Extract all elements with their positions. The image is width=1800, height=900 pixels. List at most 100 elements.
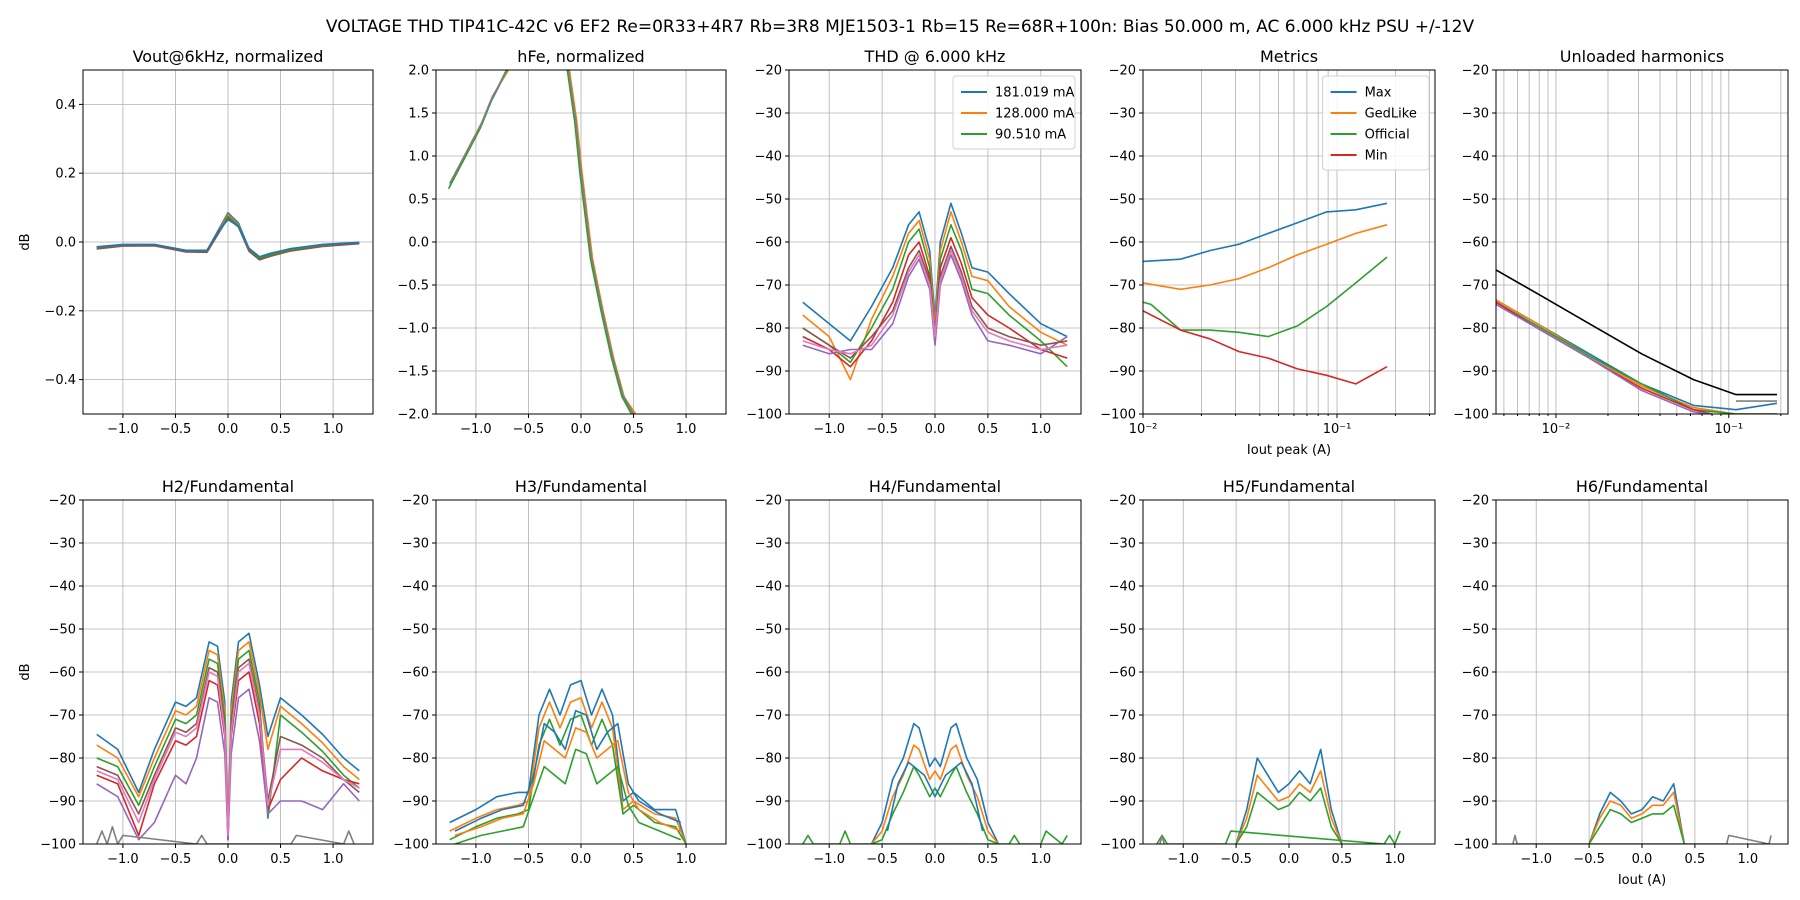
legend-label: GedLike [1365, 107, 1417, 122]
series-line-7 [95, 825, 355, 844]
y-tick-label: −40 [49, 580, 76, 595]
x-tick-label: −0.5 [866, 422, 898, 437]
h4-title: H4/Fundamental [869, 477, 1001, 496]
x-tick-label: 0.0 [925, 422, 946, 437]
figure-suptitle: VOLTAGE THD TIP41C-42C v6 EF2 Re=0R33+4R… [326, 17, 1475, 37]
x-tick-label: 10⁻² [1542, 422, 1571, 437]
unloaded-title: Unloaded harmonics [1560, 47, 1724, 66]
series-line-3 [454, 709, 682, 832]
y-tick-label: −90 [1462, 365, 1489, 380]
y-tick-label: −90 [755, 795, 782, 810]
vout-grid [83, 70, 373, 414]
y-tick-label: −20 [755, 494, 782, 509]
x-tick-label: 1.0 [676, 422, 697, 437]
y-tick-label: −0.5 [397, 279, 429, 294]
panel-h5: −1.0 −0.5 0.0 0.5 1.0 −100 −90 −80 −70 −60 −50 −40 −… [1100, 477, 1436, 867]
legend-label: 128.000 mA [995, 107, 1075, 122]
y-tick-label: −20 [49, 494, 76, 509]
x-tick-label: 0.0 [218, 852, 239, 867]
thd-legend: 181.019 mA 128.000 mA 90.510 mA [952, 75, 1076, 150]
metrics-title: Metrics [1260, 47, 1318, 66]
hfe-grid [436, 69, 726, 415]
h4-series [802, 722, 1068, 844]
y-tick-label: −30 [49, 537, 76, 552]
x-tick-label: −0.5 [1220, 852, 1252, 867]
y-tick-label: −100 [1453, 408, 1489, 423]
y-tick-label: −30 [755, 537, 782, 552]
x-tick-label: 0.0 [218, 422, 239, 437]
series-line-2 [871, 765, 999, 844]
x-tick-label: 0.0 [571, 422, 592, 437]
x-tick-label: 1.0 [1030, 422, 1051, 437]
y-tick-label: −90 [1462, 795, 1489, 810]
y-tick-label: −90 [1109, 365, 1136, 380]
vout-ylabel: dB [18, 233, 33, 250]
x-tick-label: 0.0 [1632, 852, 1653, 867]
legend-label: Max [1365, 86, 1392, 101]
panel-h4: −1.0 −0.5 0.0 0.5 1.0 −100 −90 −80 −70 −60 −50 −40 −… [746, 477, 1082, 867]
legend-label: Official [1365, 128, 1410, 143]
y-tick-label: −1.0 [397, 322, 429, 337]
y-tick-label: −50 [1462, 193, 1489, 208]
y-tick-label: −100 [1453, 838, 1489, 853]
x-tick-label: 0.5 [1332, 852, 1353, 867]
series-line-0 [1588, 782, 1686, 844]
y-tick-label: −0.4 [44, 373, 76, 388]
x-tick-label: −1.0 [1520, 852, 1552, 867]
y-tick-label: −50 [402, 623, 429, 638]
series-line-5 [1496, 303, 1713, 414]
h2-ylabel: dB [18, 663, 33, 680]
y-tick-label: −40 [402, 580, 429, 595]
h2-title: H2/Fundamental [162, 477, 294, 496]
y-tick-label: −100 [1100, 838, 1136, 853]
series-line-1 [1588, 791, 1686, 844]
y-tick-label: 0.4 [55, 98, 76, 113]
x-tick-label: 0.5 [623, 852, 644, 867]
y-tick-label: −50 [1109, 623, 1136, 638]
series-line-1 [1143, 224, 1388, 291]
x-tick-label: 0.5 [978, 852, 999, 867]
series-line-0 [870, 722, 1000, 844]
y-tick-label: 0.0 [55, 236, 76, 251]
y-tick-label: −30 [1462, 107, 1489, 122]
metrics-grid [1142, 69, 1435, 415]
series-line-2 [1496, 299, 1777, 414]
y-tick-label: −60 [1462, 236, 1489, 251]
x-tick-label: 0.5 [270, 422, 291, 437]
x-tick-label: −1.0 [1167, 852, 1199, 867]
y-tick-label: −80 [1462, 322, 1489, 337]
x-tick-label: −1.0 [107, 852, 139, 867]
x-tick-label: 1.0 [1384, 852, 1405, 867]
panel-hfe: −1.0 −0.5 0.0 0.5 1.0 −2.0 −1.5 −1.0 −0.5 0.0 0.5 1… [397, 47, 727, 437]
h6-title: H6/Fundamental [1576, 477, 1708, 496]
series-line-4 [454, 727, 682, 837]
y-tick-label: −30 [1462, 537, 1489, 552]
metrics-series [1143, 202, 1388, 385]
hfe-title: hFe, normalized [517, 47, 644, 66]
x-tick-label: 1.0 [323, 422, 344, 437]
series-line-2 [1235, 787, 1343, 844]
series-line-3 [886, 761, 984, 832]
y-tick-label: 1.0 [408, 150, 429, 165]
x-tick-label: 1.0 [1030, 852, 1051, 867]
x-tick-label: 10⁻¹ [1714, 422, 1743, 437]
series-line-0 [1496, 269, 1777, 396]
series-line-6 [802, 249, 1068, 355]
y-tick-label: −70 [49, 709, 76, 724]
hfe-series [447, 70, 637, 414]
y-tick-label: −60 [1109, 666, 1136, 681]
series-line-5 [566, 70, 633, 414]
x-tick-label: −1.0 [813, 422, 845, 437]
y-tick-label: −60 [49, 666, 76, 681]
series-line-2 [1588, 804, 1686, 844]
y-tick-label: 2.0 [408, 64, 429, 79]
series-line-4 [1159, 834, 1165, 844]
h4-grid [789, 499, 1081, 845]
y-tick-label: −50 [1109, 193, 1136, 208]
x-tick-label: −0.5 [513, 852, 545, 867]
metrics-xlabel: Iout peak (A) [1247, 443, 1331, 458]
x-tick-label: −1.0 [460, 852, 492, 867]
y-tick-label: −60 [1109, 236, 1136, 251]
y-tick-label: −60 [402, 666, 429, 681]
